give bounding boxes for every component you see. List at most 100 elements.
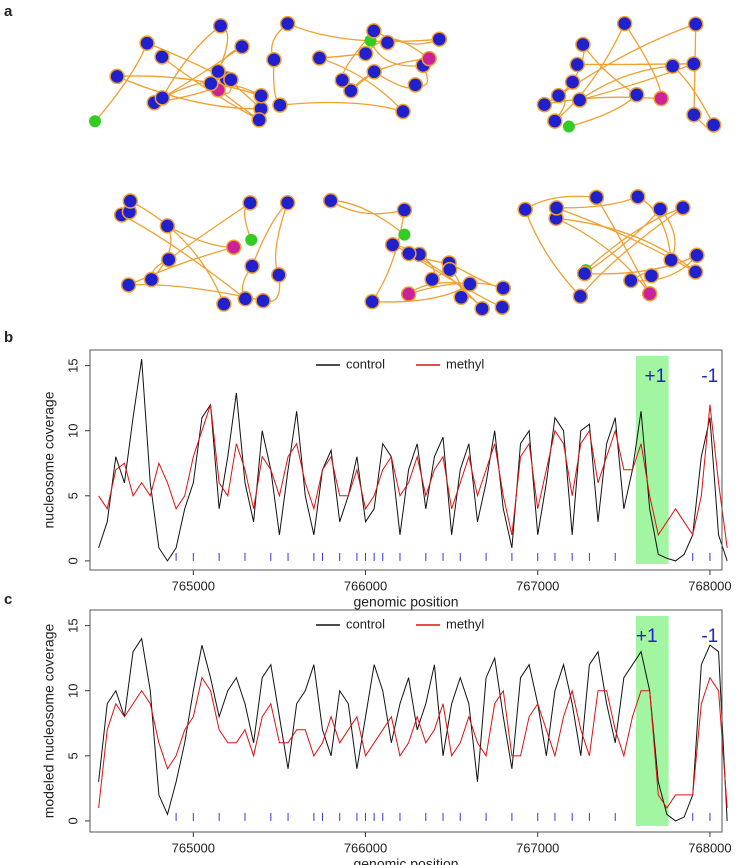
- panel-label: c: [4, 591, 12, 608]
- nucleosome: [279, 195, 296, 211]
- nucleosome: [575, 36, 591, 53]
- nucleosome: [122, 193, 139, 209]
- y-axis-label: modeled nucleosome coverage: [41, 624, 57, 819]
- nucleosome: [407, 77, 424, 93]
- end-bead: [89, 115, 102, 128]
- nucleosome: [212, 18, 229, 34]
- nucleosome: [154, 90, 171, 106]
- x-tick-label: 768000: [688, 578, 731, 593]
- nucleosome: [401, 245, 417, 262]
- x-tick-label: 765000: [172, 578, 215, 593]
- nucleosome: [395, 103, 411, 120]
- nucleosome: [576, 265, 593, 282]
- nucleosome: [159, 218, 176, 234]
- annotation: +1: [636, 626, 658, 647]
- nucleosome: [495, 280, 511, 296]
- nucleosome: [366, 23, 382, 39]
- nucleosome: [462, 276, 478, 292]
- nucleosome: [400, 286, 417, 302]
- nucleosome: [623, 272, 639, 289]
- nucleosome: [384, 237, 401, 253]
- legend-label: control: [346, 356, 385, 371]
- nucleosome: [322, 192, 339, 209]
- highlight-band: [635, 356, 669, 564]
- nucleosome: [431, 31, 448, 47]
- y-tick-label: 15: [65, 358, 80, 372]
- nucleosome: [664, 58, 681, 74]
- panel-label: b: [4, 329, 13, 346]
- end-bead: [245, 233, 258, 246]
- nucleosome: [266, 51, 282, 68]
- nucleosome: [705, 117, 722, 133]
- nucleosome: [686, 107, 702, 123]
- legend-label: methyl: [446, 356, 484, 371]
- nucleosome: [311, 50, 328, 66]
- nucleosome: [334, 72, 351, 88]
- nucleosome: [109, 68, 125, 85]
- nucleosome: [494, 299, 511, 316]
- x-tick-label: 767000: [516, 840, 559, 855]
- y-tick-label: 15: [65, 618, 80, 632]
- series-line: [98, 676, 728, 809]
- nucleosome: [564, 74, 581, 90]
- y-tick-label: 10: [65, 683, 80, 697]
- nucleosome: [357, 45, 374, 62]
- nucleosome: [210, 63, 226, 80]
- nucleosome: [143, 271, 160, 288]
- nucleosome: [588, 189, 605, 206]
- linker-dna: [271, 22, 440, 113]
- x-tick-label: 766000: [344, 578, 387, 593]
- nucleosome: [675, 200, 691, 216]
- x-axis-label: genomic position: [353, 856, 458, 865]
- nucleosome: [223, 71, 239, 88]
- nucleosome: [547, 113, 563, 129]
- nucleosome: [379, 34, 396, 51]
- nucleosome: [630, 189, 646, 205]
- chromatin-renders: [89, 15, 722, 317]
- nucleosome: [687, 264, 704, 280]
- nucleosome: [441, 261, 458, 278]
- nucleosome: [629, 86, 645, 103]
- linker-dna: [119, 199, 289, 305]
- y-axis-label: nucleosome coverage: [41, 391, 57, 528]
- x-tick-label: 767000: [516, 578, 559, 593]
- nucleosome: [687, 16, 704, 32]
- nucleosome: [139, 35, 155, 51]
- legend-label: methyl: [446, 616, 484, 631]
- nucleosome: [366, 64, 382, 80]
- nucleosome: [424, 271, 440, 288]
- nucleosome: [689, 247, 705, 264]
- nucleosome: [203, 75, 219, 92]
- x-tick-label: 765000: [172, 840, 215, 855]
- linker-dna: [94, 25, 263, 122]
- x-tick-label: 768000: [688, 840, 731, 855]
- series-line: [98, 404, 728, 548]
- nucleosome: [272, 97, 288, 113]
- y-tick-label: 5: [65, 752, 80, 759]
- nucleosome: [474, 300, 490, 317]
- nucleosome: [643, 267, 660, 284]
- nucleosome: [572, 288, 589, 305]
- nucleosome: [255, 292, 271, 309]
- nucleosome: [396, 202, 413, 218]
- nucleosome: [279, 15, 296, 32]
- nucleosome: [517, 201, 533, 218]
- nucleosome: [421, 50, 437, 67]
- nucleosome: [120, 277, 137, 293]
- nucleosome: [641, 286, 658, 302]
- nucleosome: [616, 15, 633, 32]
- y-tick-label: 10: [65, 423, 80, 437]
- nucleosome: [453, 289, 469, 306]
- nucleosome: [251, 112, 267, 128]
- nucleosome: [244, 258, 260, 274]
- nucleosome: [364, 293, 380, 310]
- series-line: [98, 359, 728, 562]
- x-tick-label: 766000: [344, 840, 387, 855]
- nucleosome: [216, 296, 232, 312]
- annotation: +1: [645, 366, 667, 387]
- nucleosome: [253, 87, 269, 104]
- annotation: -1: [701, 366, 718, 387]
- nucleosome: [653, 90, 669, 107]
- nucleosome: [237, 291, 254, 307]
- nucleosome: [271, 267, 287, 283]
